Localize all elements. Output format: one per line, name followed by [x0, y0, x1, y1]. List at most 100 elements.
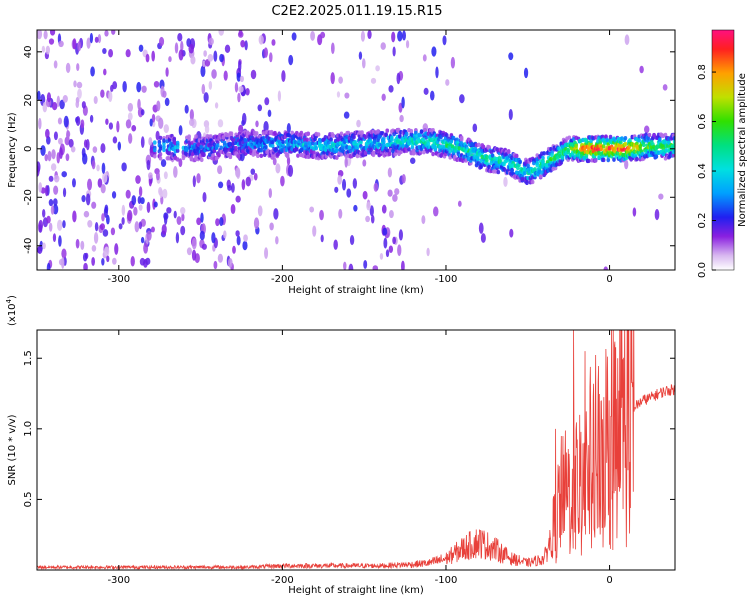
noise-blob [178, 49, 184, 61]
noise-blob [156, 100, 161, 112]
ridge-blob [496, 169, 501, 175]
noise-blob [401, 260, 405, 270]
noise-blob [112, 257, 117, 265]
noise-blob [264, 247, 269, 260]
noise-blob [100, 89, 105, 98]
ridge-blob [290, 130, 295, 136]
ridge-blob [339, 152, 344, 157]
ridge-blob [672, 135, 675, 141]
noise-blob [348, 263, 354, 270]
noise-blob [47, 150, 52, 162]
noise-blob [83, 139, 88, 148]
noise-blob [127, 102, 134, 112]
noise-blob [219, 217, 224, 227]
ridge-blob [623, 135, 628, 141]
noise-blob [155, 130, 160, 141]
ridge-blob [202, 152, 206, 157]
ridge-blob [270, 143, 275, 149]
ridge-blob [593, 158, 598, 163]
noise-blob [291, 32, 297, 41]
noise-blob [160, 195, 164, 205]
ridge-blob [541, 160, 545, 165]
noise-blob [103, 68, 107, 76]
noise-blob [186, 247, 192, 256]
noise-blob [49, 30, 56, 36]
noise-blob [388, 210, 394, 219]
heatmap-x-axis-label: Height of straight line (km) [288, 285, 424, 296]
noise-blob [121, 162, 127, 172]
noise-blob [362, 58, 366, 69]
ridge-blob [398, 133, 402, 139]
noise-blob [208, 80, 213, 90]
snr-y-multiplier-base: (x10 [7, 303, 18, 326]
noise-blob [286, 123, 291, 134]
noise-blob [242, 240, 248, 251]
ridge-blob [251, 136, 256, 141]
noise-blob [333, 239, 338, 250]
noise-blob [405, 40, 410, 49]
ridge-blob [641, 142, 646, 148]
noise-blob [173, 210, 177, 219]
noise-blob [102, 47, 107, 54]
noise-blob [422, 54, 427, 62]
noise-blob [121, 217, 125, 225]
noise-blob [367, 30, 372, 40]
ridge-blob [314, 145, 319, 151]
noise-blob [397, 244, 402, 257]
snr-panel: -300 -200 -100 0 0.5 1.0 1.5 Height of straig… [5, 295, 676, 596]
noise-blob [201, 83, 206, 95]
ridge-blob [672, 148, 675, 153]
noise-blob [151, 50, 156, 62]
ridge-blob [623, 141, 628, 147]
noise-blob [153, 201, 158, 208]
noise-blob [445, 79, 450, 86]
noise-blob [85, 193, 91, 206]
noise-blob [208, 37, 214, 46]
ridge-blob [217, 152, 221, 158]
noise-blob [370, 214, 375, 224]
noise-blob [217, 165, 223, 175]
noise-blob [103, 246, 110, 257]
noise-blob [86, 37, 91, 49]
noise-blob [508, 52, 514, 61]
noise-blob [392, 194, 398, 202]
noise-blob [58, 258, 64, 266]
snr-y-multiplier-exponent: 4 [5, 298, 13, 303]
noise-blob [118, 223, 123, 230]
noise-blob [42, 242, 46, 250]
noise-blob [53, 60, 58, 69]
y-tick-label: 40 [23, 45, 34, 58]
noise-blob [61, 171, 67, 178]
noise-blob [244, 40, 248, 51]
ridge-blob [316, 132, 321, 137]
noise-blob [330, 72, 335, 85]
noise-blob [146, 201, 151, 214]
noise-blob [162, 188, 168, 199]
noise-blob [639, 65, 644, 74]
noise-blob [409, 157, 416, 164]
snr-frame [36, 329, 676, 571]
noise-blob [56, 95, 61, 107]
ridge-blob [372, 139, 377, 145]
noise-blob [143, 242, 149, 254]
noise-blob [188, 43, 195, 54]
noise-blob [56, 219, 63, 231]
ridge-blob [219, 145, 224, 150]
noise-blob [217, 119, 224, 128]
ridge-blob [270, 139, 275, 145]
noise-blob [658, 193, 664, 200]
noise-blob [48, 38, 55, 45]
ridge-blob [419, 129, 424, 134]
noise-blob [341, 178, 347, 191]
noise-blob [131, 195, 137, 206]
noise-blob [457, 200, 462, 207]
snr-series-line [37, 330, 675, 570]
noise-blob [330, 42, 335, 55]
ridge-blob [418, 133, 423, 138]
noise-blob [138, 186, 143, 197]
noise-blob [68, 138, 74, 148]
noise-blob [117, 141, 122, 151]
noise-blob [161, 224, 167, 235]
noise-blob [366, 201, 371, 211]
noise-blob [387, 189, 393, 197]
